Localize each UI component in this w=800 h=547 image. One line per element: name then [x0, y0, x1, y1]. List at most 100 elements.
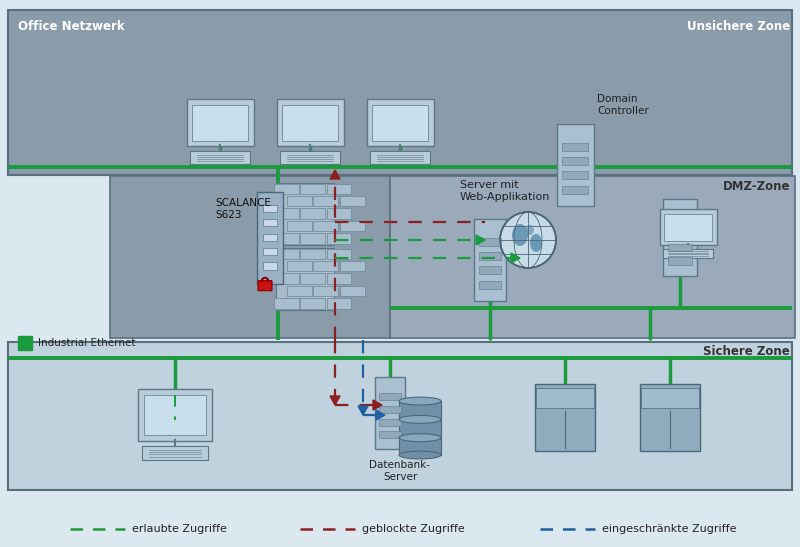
FancyBboxPatch shape [144, 395, 206, 435]
FancyBboxPatch shape [379, 418, 401, 426]
FancyBboxPatch shape [668, 217, 692, 224]
FancyBboxPatch shape [274, 274, 298, 284]
FancyBboxPatch shape [390, 176, 795, 338]
FancyBboxPatch shape [277, 99, 343, 146]
FancyBboxPatch shape [478, 266, 502, 275]
FancyBboxPatch shape [274, 298, 298, 309]
Text: DMZ-Zone: DMZ-Zone [722, 180, 790, 193]
Ellipse shape [399, 397, 441, 405]
FancyBboxPatch shape [262, 263, 277, 270]
FancyBboxPatch shape [663, 199, 697, 276]
Text: Unsichere Zone: Unsichere Zone [686, 20, 790, 33]
FancyBboxPatch shape [562, 171, 588, 179]
FancyBboxPatch shape [664, 213, 712, 241]
Ellipse shape [399, 434, 441, 441]
Ellipse shape [526, 225, 534, 235]
Text: erlaubte Zugriffe: erlaubte Zugriffe [132, 524, 227, 534]
FancyBboxPatch shape [399, 438, 441, 455]
FancyBboxPatch shape [300, 183, 325, 194]
FancyBboxPatch shape [340, 220, 365, 231]
FancyBboxPatch shape [287, 261, 312, 271]
FancyBboxPatch shape [300, 274, 325, 284]
FancyBboxPatch shape [340, 286, 365, 296]
Text: SCALANCE
S623: SCALANCE S623 [215, 198, 271, 219]
FancyBboxPatch shape [478, 252, 502, 260]
FancyBboxPatch shape [372, 105, 428, 141]
FancyBboxPatch shape [262, 248, 277, 255]
Polygon shape [476, 235, 485, 245]
FancyBboxPatch shape [274, 208, 298, 219]
FancyBboxPatch shape [300, 208, 325, 219]
FancyBboxPatch shape [110, 176, 390, 338]
FancyBboxPatch shape [280, 151, 340, 164]
FancyBboxPatch shape [340, 196, 365, 206]
Ellipse shape [530, 234, 542, 252]
FancyBboxPatch shape [326, 274, 351, 284]
FancyBboxPatch shape [379, 406, 401, 413]
FancyBboxPatch shape [399, 401, 441, 418]
FancyBboxPatch shape [326, 183, 351, 194]
FancyBboxPatch shape [562, 186, 588, 194]
FancyBboxPatch shape [562, 143, 588, 150]
Circle shape [500, 212, 556, 268]
FancyBboxPatch shape [274, 183, 298, 194]
FancyBboxPatch shape [326, 208, 351, 219]
FancyBboxPatch shape [274, 248, 298, 259]
FancyBboxPatch shape [379, 393, 401, 400]
FancyBboxPatch shape [375, 377, 405, 449]
FancyBboxPatch shape [138, 389, 212, 440]
FancyBboxPatch shape [399, 420, 441, 437]
Polygon shape [373, 400, 382, 410]
FancyBboxPatch shape [314, 196, 338, 206]
FancyBboxPatch shape [276, 248, 334, 310]
Ellipse shape [399, 416, 441, 423]
FancyBboxPatch shape [379, 431, 401, 438]
FancyBboxPatch shape [258, 281, 272, 290]
FancyBboxPatch shape [142, 446, 208, 460]
FancyBboxPatch shape [340, 261, 365, 271]
FancyBboxPatch shape [287, 286, 312, 296]
FancyBboxPatch shape [474, 219, 506, 301]
Text: eingeschränkte Zugriffe: eingeschränkte Zugriffe [602, 524, 737, 534]
FancyBboxPatch shape [326, 298, 351, 309]
FancyBboxPatch shape [262, 234, 277, 241]
Text: Office Netzwerk: Office Netzwerk [18, 20, 125, 33]
FancyBboxPatch shape [535, 384, 595, 451]
FancyBboxPatch shape [314, 286, 338, 296]
FancyBboxPatch shape [274, 233, 298, 243]
FancyBboxPatch shape [287, 196, 312, 206]
Polygon shape [358, 406, 368, 415]
FancyBboxPatch shape [536, 388, 594, 408]
FancyBboxPatch shape [314, 220, 338, 231]
FancyBboxPatch shape [326, 233, 351, 243]
FancyBboxPatch shape [287, 220, 312, 231]
FancyBboxPatch shape [562, 157, 588, 165]
Bar [18, 336, 32, 350]
Polygon shape [330, 396, 340, 405]
FancyBboxPatch shape [300, 233, 325, 243]
FancyBboxPatch shape [314, 261, 338, 271]
FancyBboxPatch shape [300, 248, 325, 259]
FancyBboxPatch shape [640, 384, 700, 451]
Text: Datenbank-
Server: Datenbank- Server [370, 460, 430, 481]
FancyBboxPatch shape [257, 192, 283, 284]
Polygon shape [511, 253, 520, 263]
FancyBboxPatch shape [668, 230, 692, 237]
Text: Domain
Controller: Domain Controller [597, 94, 649, 116]
FancyBboxPatch shape [282, 105, 338, 141]
FancyBboxPatch shape [659, 209, 717, 245]
FancyBboxPatch shape [370, 151, 430, 164]
FancyBboxPatch shape [557, 124, 594, 206]
Text: Industrial Ethernet: Industrial Ethernet [38, 338, 135, 348]
FancyBboxPatch shape [326, 248, 351, 259]
FancyBboxPatch shape [668, 243, 692, 251]
Text: Sichere Zone: Sichere Zone [703, 345, 790, 358]
FancyBboxPatch shape [276, 183, 334, 245]
FancyBboxPatch shape [478, 237, 502, 246]
FancyBboxPatch shape [262, 219, 277, 226]
FancyBboxPatch shape [262, 205, 277, 212]
FancyBboxPatch shape [190, 151, 250, 164]
FancyBboxPatch shape [668, 257, 692, 265]
FancyBboxPatch shape [192, 105, 248, 141]
Ellipse shape [512, 224, 528, 246]
